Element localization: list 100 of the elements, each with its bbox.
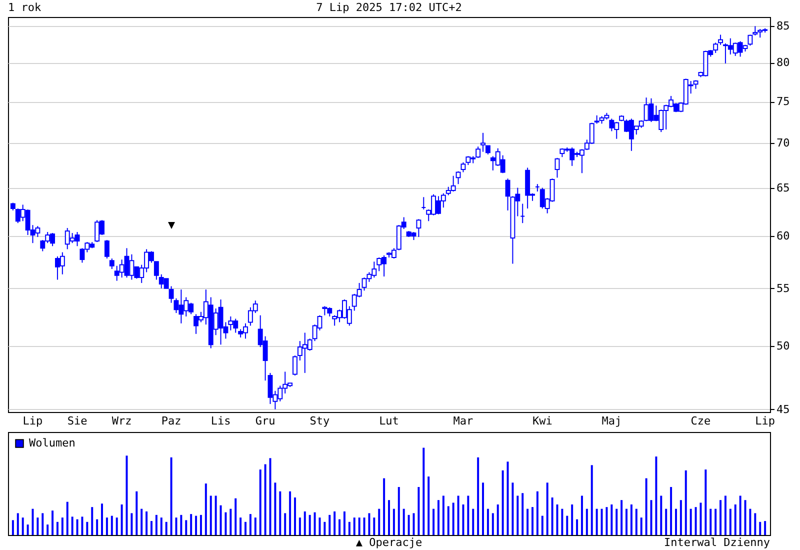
bar [308, 514, 311, 535]
bar [437, 500, 440, 535]
bar [626, 508, 628, 535]
bar [620, 500, 623, 535]
bar [392, 508, 395, 535]
y-tick-label: 65 [776, 181, 790, 194]
bar [195, 516, 198, 535]
bar [318, 518, 321, 535]
text: Interwal Dzienny [664, 536, 770, 549]
bar [358, 518, 360, 535]
bar [526, 508, 529, 535]
bar [482, 482, 484, 535]
bar [546, 482, 548, 535]
bar [190, 514, 192, 535]
bar [720, 500, 722, 535]
candlestick [104, 240, 110, 259]
bar [551, 497, 554, 535]
bar [571, 504, 574, 535]
bar [694, 507, 697, 535]
bar [506, 462, 509, 535]
bar [12, 520, 14, 535]
bar [328, 514, 331, 535]
y-tick-label: 45 [776, 402, 790, 416]
bar [264, 464, 266, 535]
bar [754, 513, 756, 535]
bar [452, 502, 454, 535]
bar [146, 511, 148, 535]
y-tick-label: 70 [776, 136, 790, 150]
bar [531, 507, 534, 535]
bar [388, 500, 390, 535]
bar [645, 478, 648, 535]
x-tick-label: Lip [755, 414, 775, 428]
bar [398, 486, 400, 535]
bar [230, 508, 232, 535]
bar [635, 508, 638, 535]
candlestick [109, 258, 114, 270]
bar [714, 508, 717, 535]
bar [155, 514, 158, 535]
x-tick-label: Maj [602, 414, 622, 428]
bar [418, 486, 420, 535]
bar [269, 458, 272, 535]
x-tick-label: Wrz [112, 414, 132, 428]
bar [338, 519, 341, 535]
bar [383, 478, 386, 535]
bar [284, 513, 286, 535]
x-tick-label: Sty [310, 414, 330, 428]
bar [334, 511, 336, 535]
bar [224, 512, 227, 535]
candlestick [748, 34, 753, 46]
bar [502, 470, 504, 535]
x-tick-label: Gru [255, 414, 276, 428]
bar [650, 500, 652, 535]
y-tick-label: 60 [776, 229, 790, 242]
bar [76, 519, 78, 535]
bar [674, 508, 677, 535]
x-tick-label: Cze [690, 414, 711, 428]
bar [259, 470, 262, 535]
bar [700, 502, 702, 535]
candlestick [416, 218, 422, 238]
bar [46, 524, 49, 535]
bar [16, 513, 19, 535]
text: ▲ Operacje [356, 536, 422, 549]
bar [739, 496, 742, 535]
bar [744, 500, 746, 535]
bar [690, 508, 692, 535]
bar [106, 518, 108, 535]
bar [710, 508, 712, 535]
bar [42, 513, 44, 535]
legend-label: Wolumen [29, 436, 76, 450]
bar [220, 505, 222, 535]
bar [764, 521, 766, 535]
bar [492, 513, 494, 535]
bar [36, 518, 39, 535]
bar [541, 516, 544, 535]
bar [165, 522, 168, 535]
bar [486, 508, 489, 535]
x-tick-label: Lut [379, 414, 399, 428]
bar [477, 457, 480, 535]
bar [234, 498, 237, 535]
bar [496, 504, 499, 535]
bar [412, 513, 415, 535]
bar [512, 482, 514, 535]
bar [22, 518, 24, 535]
chart-subtitle: 7 Lip 2025 17:02 UTC+2 [316, 1, 462, 14]
bar [126, 456, 128, 535]
bar [447, 506, 450, 535]
bar [91, 507, 94, 535]
y-tick-label: 85 [776, 20, 790, 33]
bar [516, 496, 519, 535]
bar [214, 496, 217, 535]
bar [749, 508, 752, 535]
bar [150, 521, 152, 535]
bar [120, 504, 123, 535]
bar [704, 470, 707, 535]
bar [536, 491, 538, 535]
bar [130, 513, 133, 535]
bar [566, 516, 568, 535]
candlestick [292, 355, 298, 376]
bar [101, 504, 104, 535]
bar [586, 508, 588, 535]
